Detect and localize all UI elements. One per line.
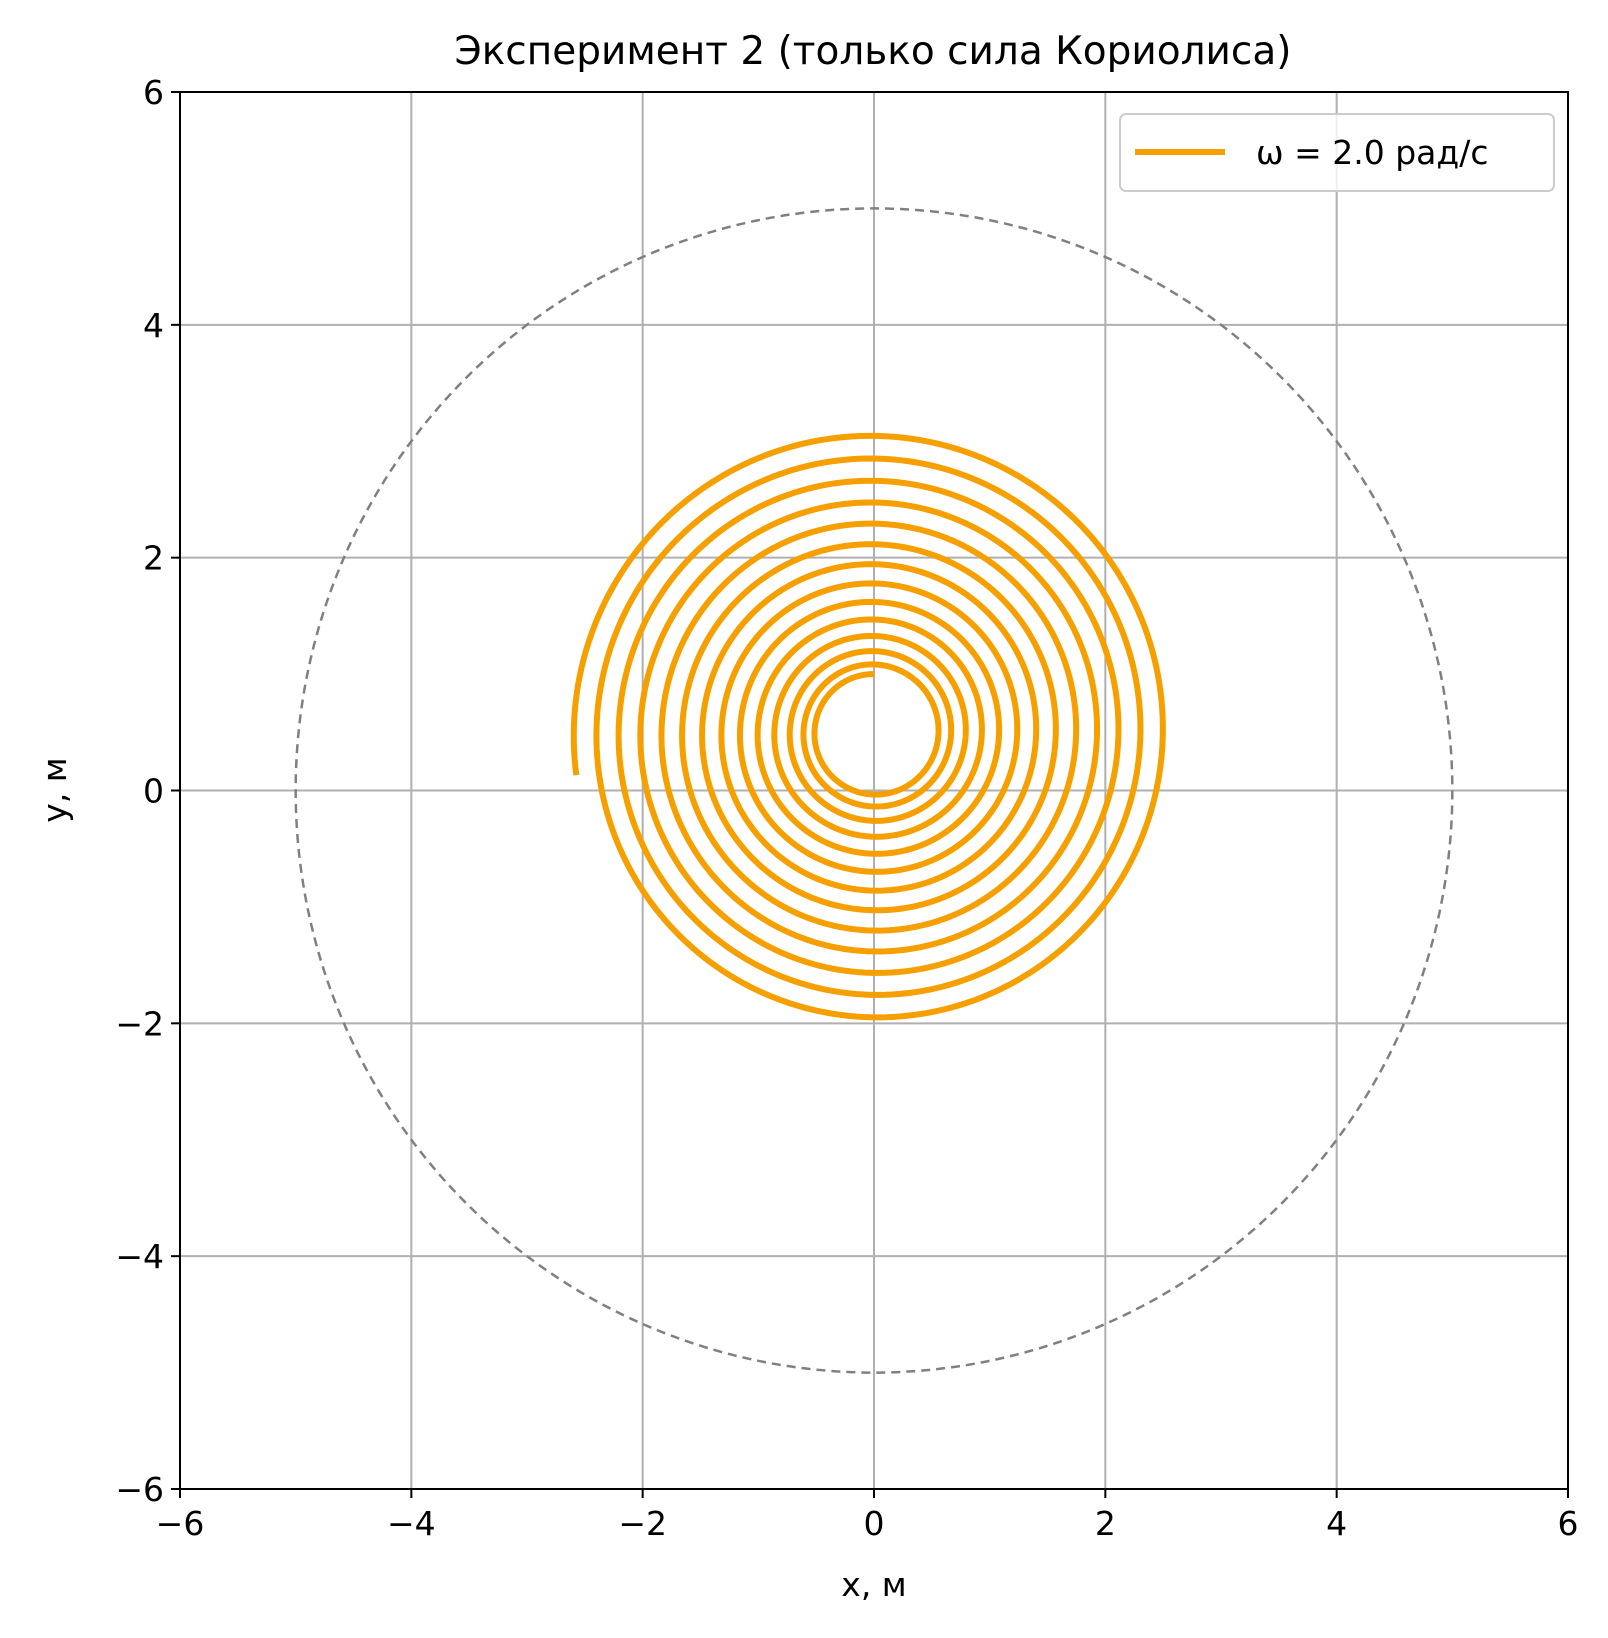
x-axis-label: x, м	[841, 1565, 906, 1604]
y-tick-label: −4	[115, 1237, 164, 1276]
x-tick-label: 2	[1095, 1504, 1116, 1543]
chart-title: Эксперимент 2 (только сила Кориолиса)	[455, 29, 1292, 74]
x-tick-label: 6	[1558, 1504, 1579, 1543]
plot-area	[294, 207, 1454, 1374]
y-tick-label: −2	[115, 1004, 164, 1043]
legend: ω = 2.0 рад/с	[1119, 113, 1555, 192]
y-tick-label: −6	[115, 1470, 164, 1509]
legend-box	[1119, 113, 1555, 192]
y-axis-label: y, м	[35, 757, 74, 822]
x-tick-label: 4	[1326, 1504, 1347, 1543]
x-tick-label: −4	[387, 1504, 436, 1543]
axis-ticks: −6 −4 −2 0 2 4 6 −6 −4 −2 0 2 4 6	[115, 73, 1578, 1543]
trajectory-line	[570, 432, 1166, 1021]
y-tick-label: 6	[143, 73, 164, 112]
y-tick-label: 2	[143, 539, 164, 578]
legend-label: ω = 2.0 рад/с	[1256, 133, 1488, 172]
y-tick-label: 0	[143, 772, 164, 811]
y-tick-label: 4	[143, 306, 164, 345]
reference-circle	[294, 207, 1454, 1374]
x-tick-label: −6	[156, 1504, 205, 1543]
x-tick-label: 0	[864, 1504, 885, 1543]
x-tick-label: −2	[618, 1504, 667, 1543]
